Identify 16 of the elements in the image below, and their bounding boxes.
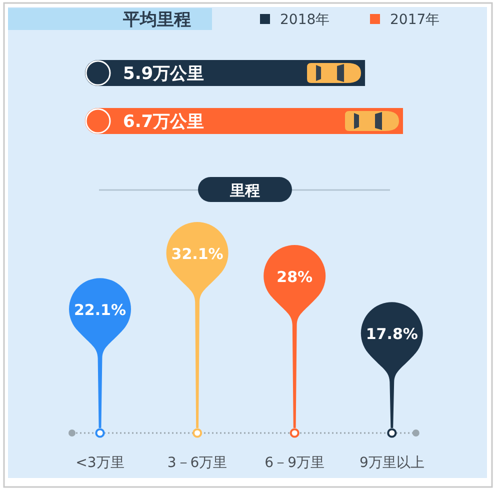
legend-item: 2018年 (260, 12, 330, 28)
x-tick-label: 9万里以上 (359, 455, 424, 471)
chart-title: 平均里程 (122, 10, 191, 30)
legend-item: 2017年 (370, 12, 440, 28)
data-label: 28% (276, 268, 313, 286)
data-label: 32.1% (171, 245, 224, 263)
chart-title: 里程 (229, 182, 260, 200)
legend-label: 2018年 (280, 12, 330, 28)
x-tick-label: 3－6万里 (167, 455, 228, 471)
x-tick-label: <3万里 (76, 455, 124, 471)
data-label: 17.8% (366, 325, 418, 344)
data-label: 6.7万公里 (123, 112, 204, 132)
x-tick-label: 6－9万里 (264, 455, 325, 471)
legend-label: 2017年 (390, 12, 440, 28)
data-label: 22.1% (74, 301, 126, 320)
data-label: 5.9万公里 (123, 64, 204, 84)
